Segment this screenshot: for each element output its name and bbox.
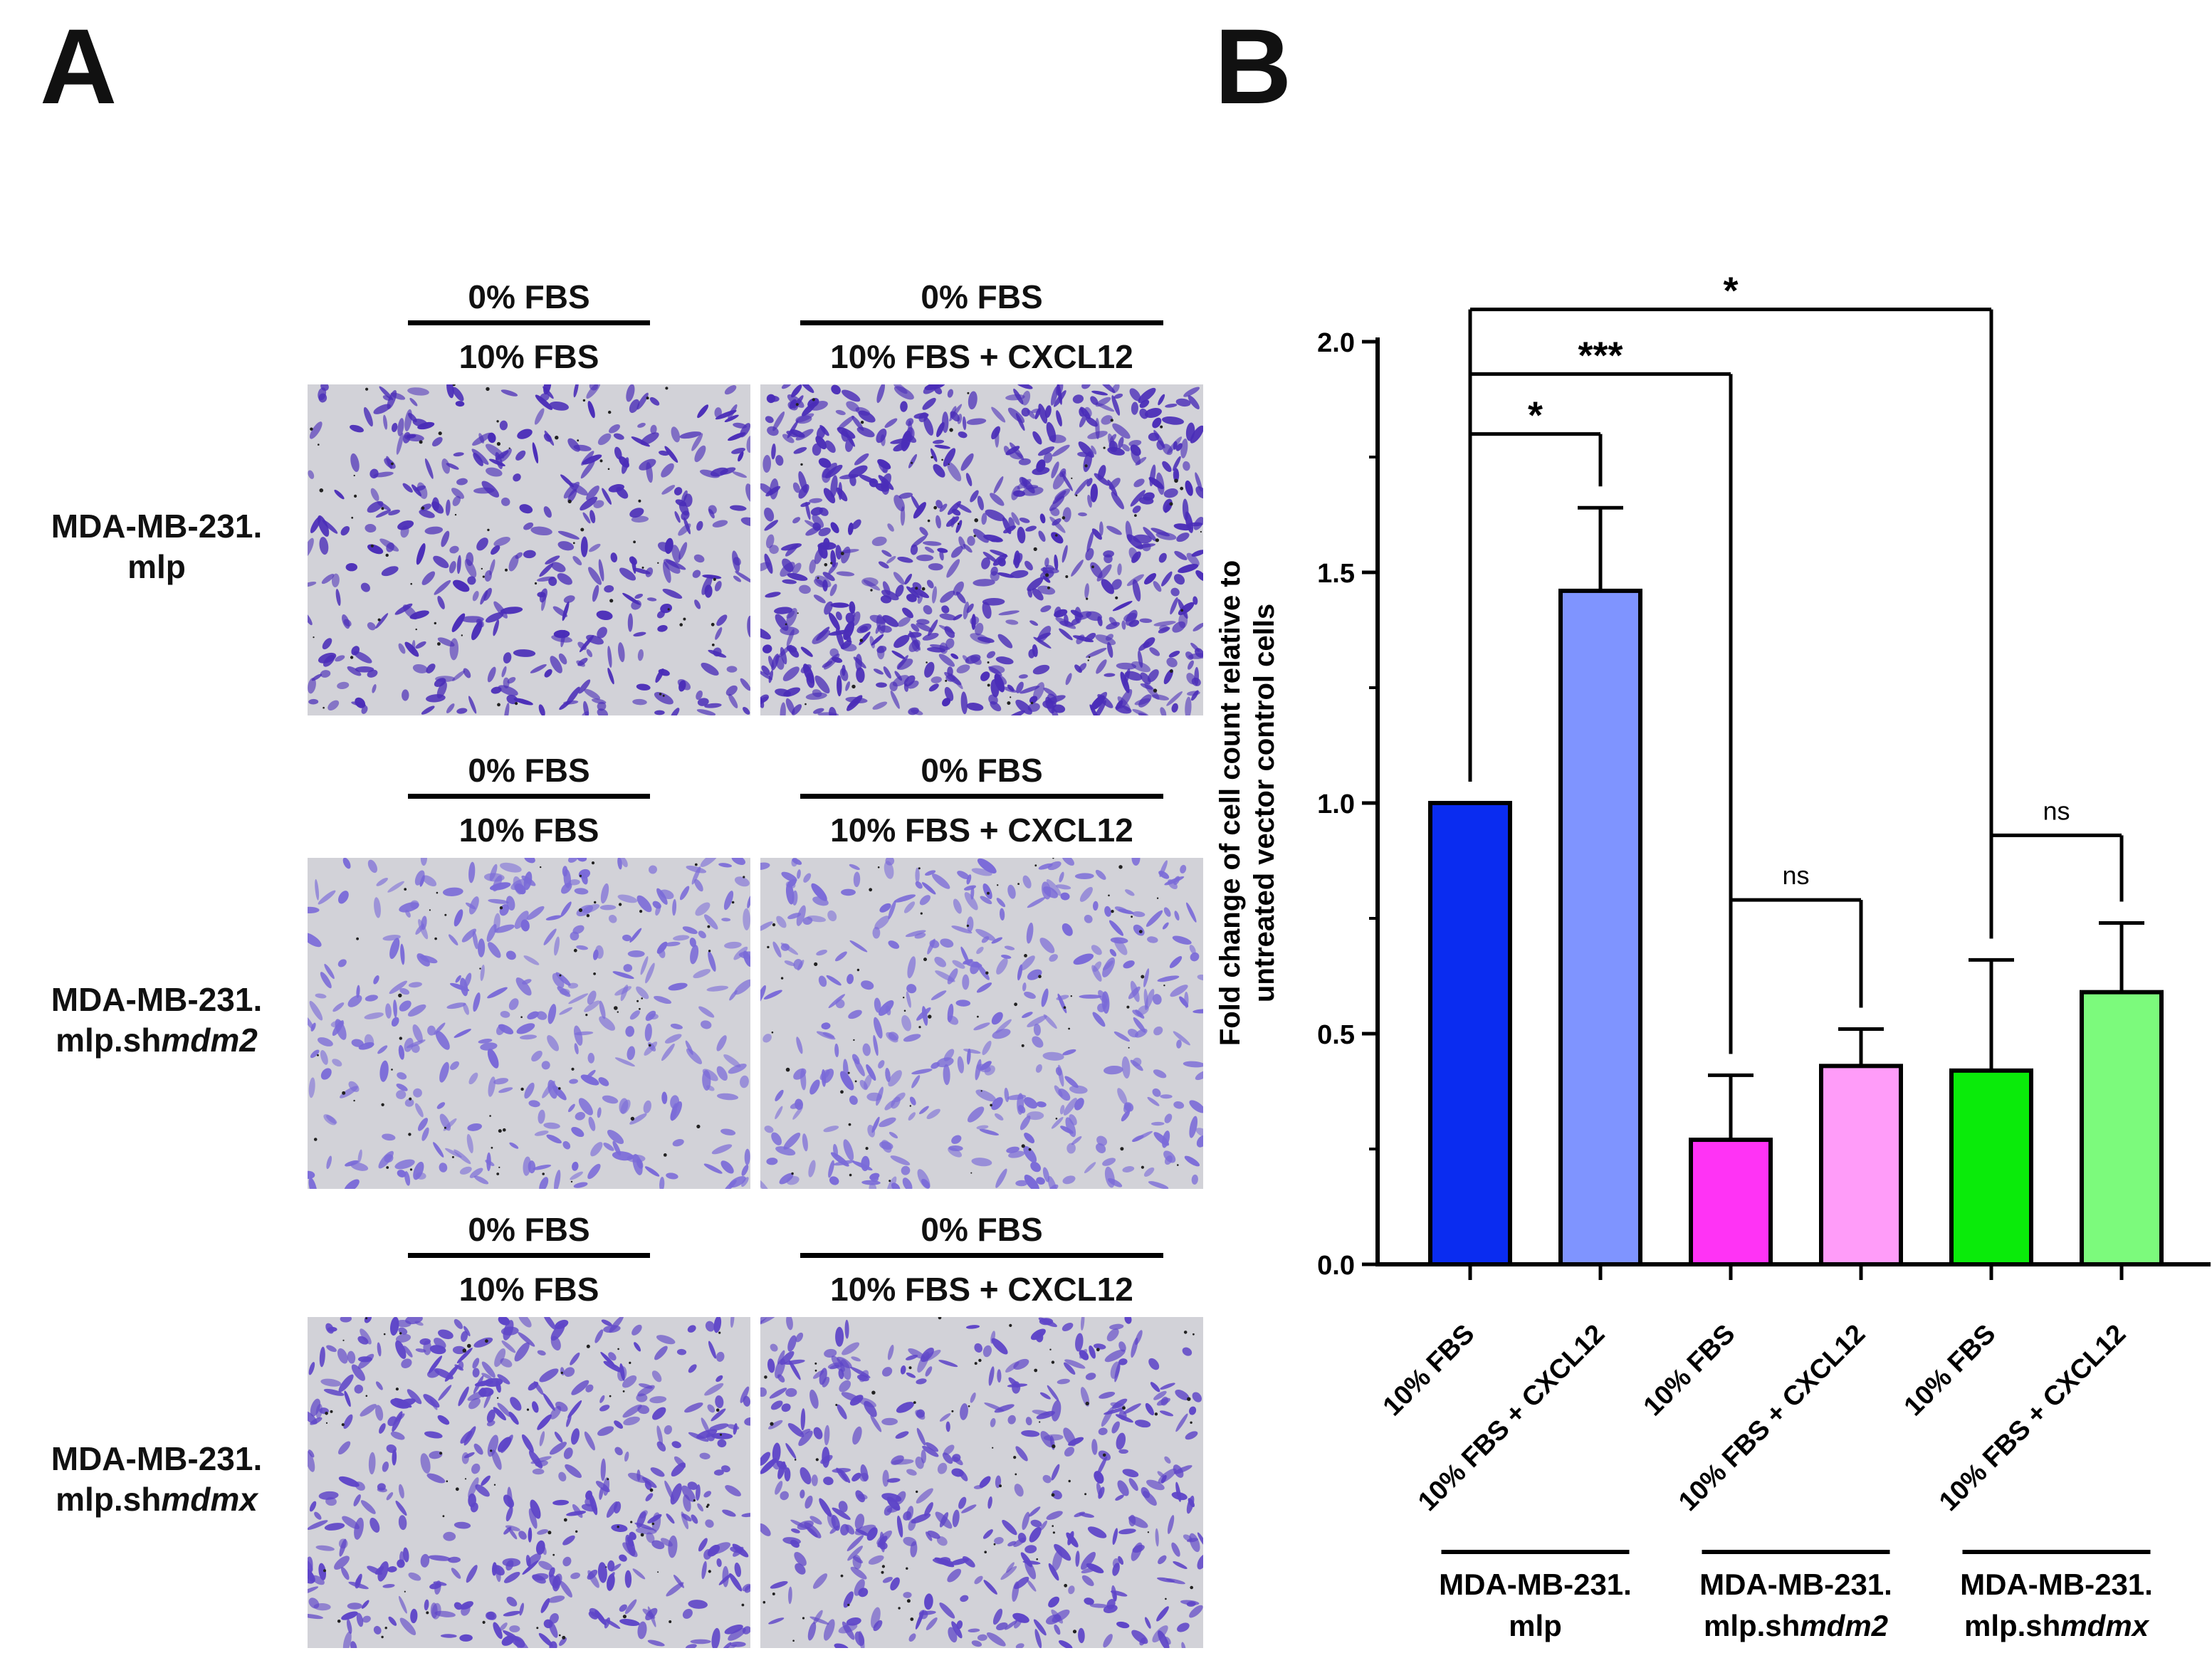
row-label-line2: mlp.shmdm2: [56, 1022, 258, 1059]
x-tick-label: 10% FBS: [1899, 1319, 2002, 1422]
significance-label: *: [1723, 270, 1738, 313]
x-tick-label: 10% FBS: [1638, 1319, 1741, 1422]
group-label-line1: MDA-MB-231.: [1699, 1568, 1892, 1601]
y-tick-label: 0.0: [1317, 1251, 1355, 1281]
y-tick-label: 1.0: [1317, 789, 1355, 819]
bar: [1819, 1064, 1903, 1266]
condition-divider: [800, 1253, 1163, 1258]
condition-top-label: 0% FBS: [468, 278, 590, 315]
significance-label: *: [1528, 394, 1543, 437]
row-label: MDA-MB-231. mlp.shmdmx: [0, 1439, 313, 1521]
y-axis-label-line1: Fold change of cell count relative to: [1215, 560, 1246, 1046]
row-label-line1: MDA-MB-231.: [51, 1439, 263, 1477]
micrograph-image: [760, 1317, 1203, 1648]
y-tick-label: 1.5: [1317, 559, 1355, 589]
row-label-line2: mlp.shmdmx: [56, 1481, 258, 1518]
condition-divider: [408, 794, 650, 799]
micrograph-image: [308, 1317, 750, 1648]
row-label-line1: MDA-MB-231.: [51, 980, 263, 1018]
y-tick-label: 0.5: [1317, 1020, 1355, 1050]
condition-top-label: 0% FBS: [921, 278, 1043, 315]
micrograph-image: [308, 384, 750, 715]
group-label-line2: mlp.shmdm2: [1704, 1609, 1888, 1642]
row-label-line1: MDA-MB-231.: [51, 507, 263, 545]
condition-bottom-label: 10% FBS: [458, 812, 599, 849]
condition-bottom-label: 10% FBS + CXCL12: [830, 812, 1133, 849]
condition-divider: [800, 794, 1163, 799]
bar: [1428, 801, 1512, 1266]
condition-bottom-label: 10% FBS + CXCL12: [830, 338, 1133, 375]
panel-b-letter: B: [1215, 6, 1292, 126]
condition-divider: [408, 320, 650, 325]
row-label-line2: mlp: [127, 548, 186, 585]
y-tick-label: 2.0: [1317, 328, 1355, 358]
group-label-line1: MDA-MB-231.: [1439, 1568, 1632, 1601]
micrograph-image: [308, 858, 750, 1189]
condition-top-label: 0% FBS: [468, 752, 590, 789]
significance-label: ns: [1782, 861, 1809, 890]
condition-top-label: 0% FBS: [921, 1211, 1043, 1248]
micrograph-image: [760, 384, 1203, 715]
group-label-line2: mlp.shmdmx: [1964, 1609, 2150, 1642]
group-label-line2: mlp: [1509, 1609, 1562, 1642]
x-tick-label: 10% FBS: [1378, 1319, 1481, 1422]
panel-a-letter: A: [40, 6, 117, 126]
significance-label: ns: [2043, 796, 2070, 825]
y-axis-label-line2: untreated vector control cells: [1249, 604, 1280, 1002]
condition-top-label: 0% FBS: [921, 752, 1043, 789]
condition-top-label: 0% FBS: [468, 1211, 590, 1248]
micrograph-image: [760, 858, 1203, 1189]
condition-bottom-label: 10% FBS + CXCL12: [830, 1271, 1133, 1308]
row-label: MDA-MB-231. mlp: [0, 506, 313, 588]
group-label-line1: MDA-MB-231.: [1960, 1568, 2153, 1601]
panel-b-bar-chart: 0.0 0.5 1.0 1.5 2.0 Fold change of cell count…: [1215, 270, 2211, 1642]
bar: [1689, 1138, 1773, 1267]
condition-divider: [800, 320, 1163, 325]
row-label: MDA-MB-231. mlp.shmdm2: [0, 980, 313, 1061]
bar: [1949, 1068, 2033, 1266]
significance-label: ***: [1578, 334, 1623, 377]
condition-divider: [408, 1253, 650, 1258]
condition-bottom-label: 10% FBS: [458, 338, 599, 375]
bar: [2080, 990, 2164, 1267]
bar: [1558, 588, 1642, 1267]
condition-bottom-label: 10% FBS: [458, 1271, 599, 1308]
